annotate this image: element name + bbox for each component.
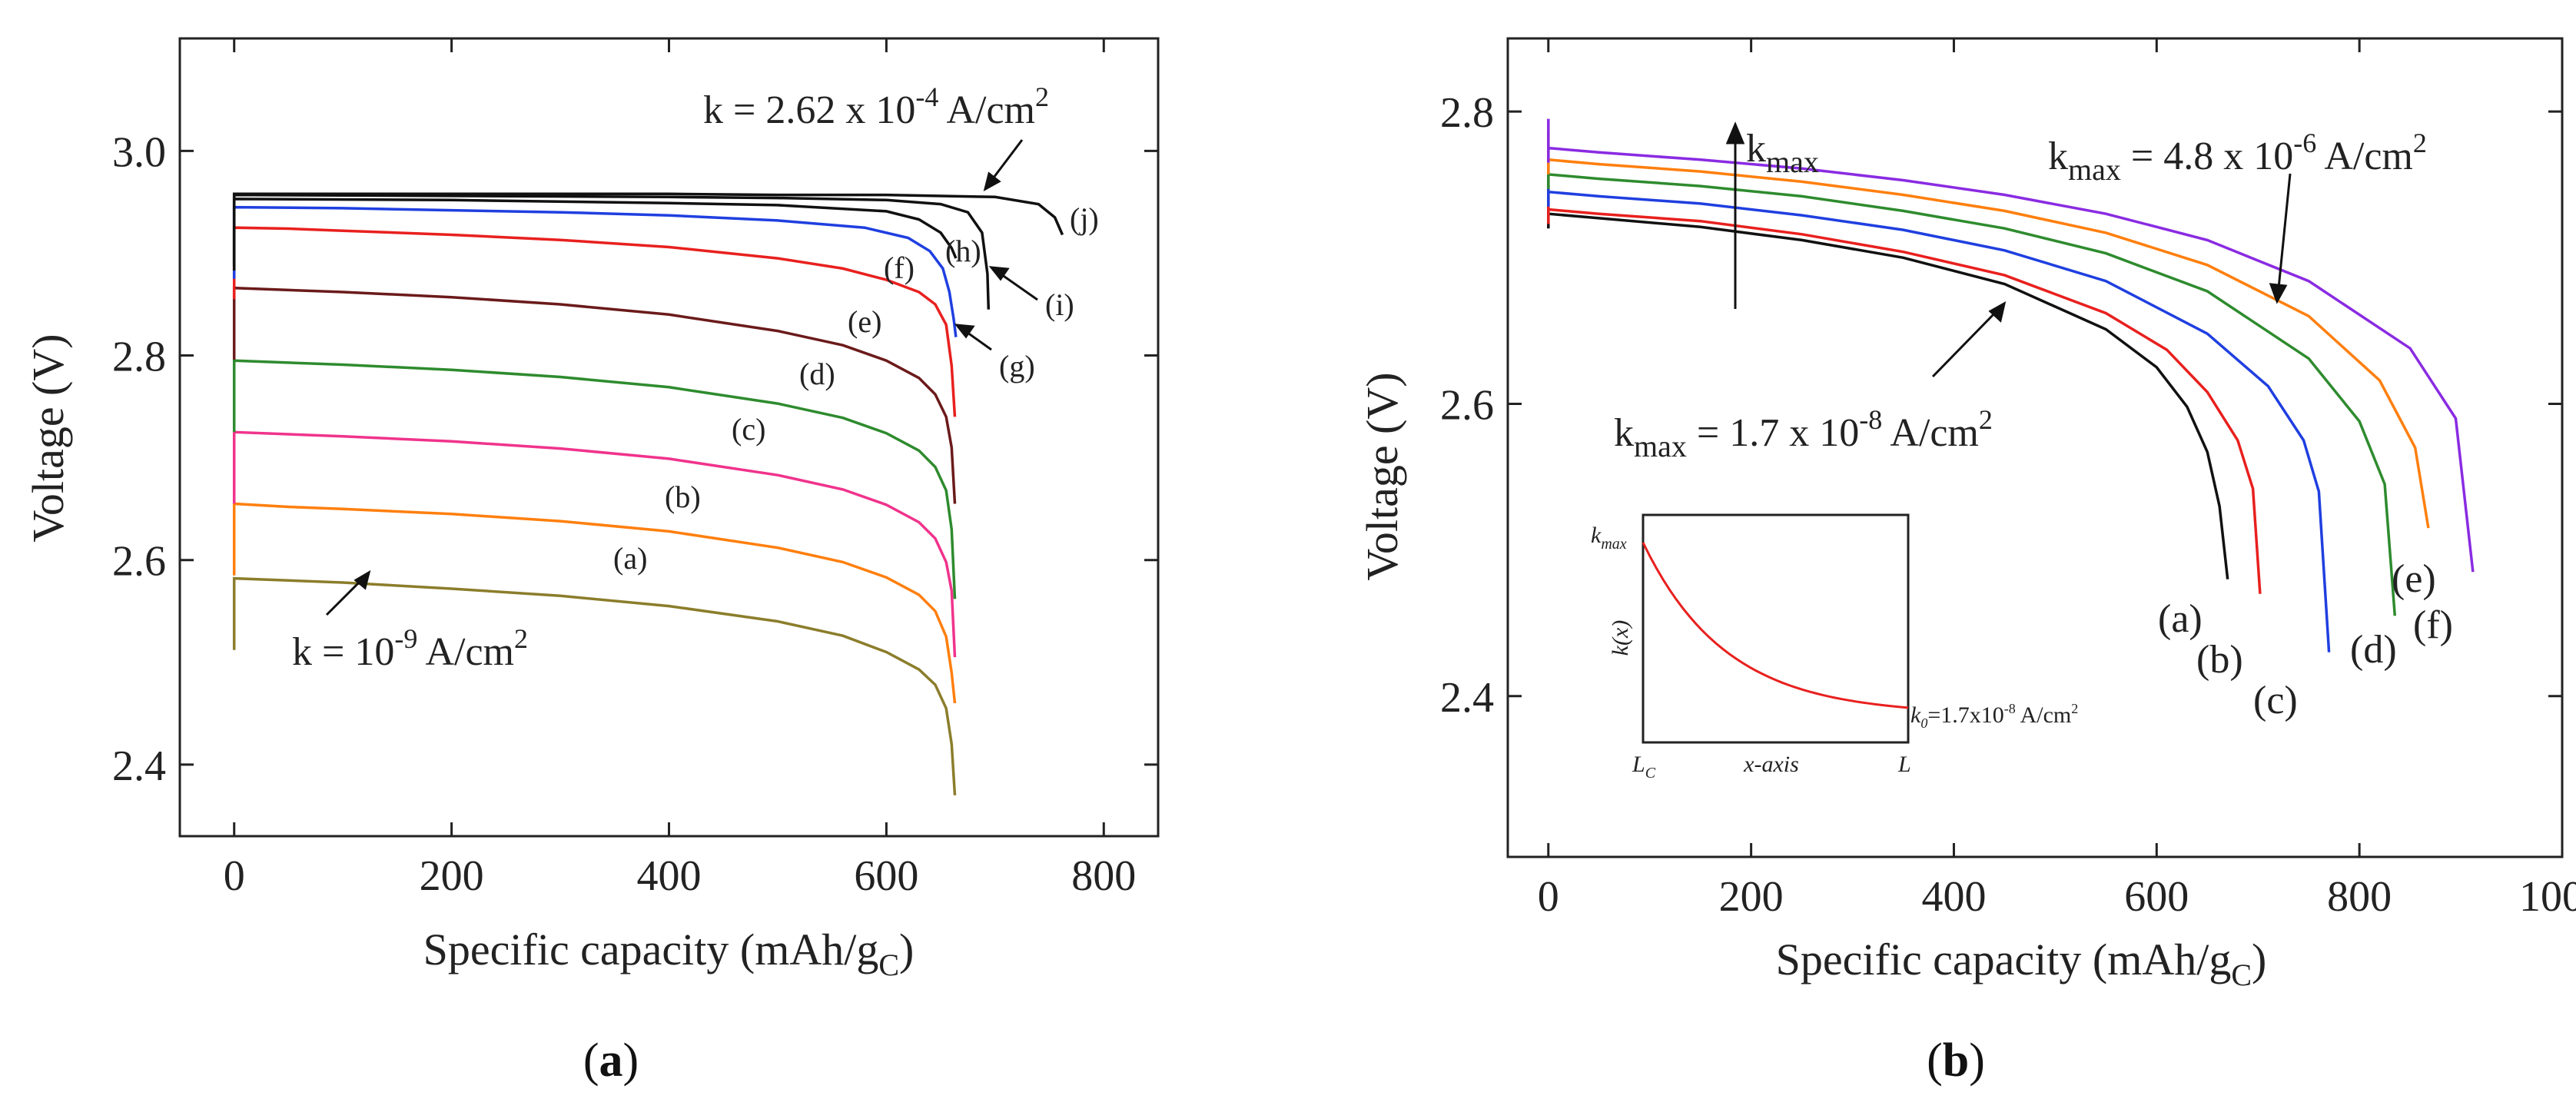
panel-b-ticks: 0 200 400 600 800 1000 2.4 2.6 2.8 bbox=[1440, 38, 2576, 921]
panel-a-xtick-label: 800 bbox=[1071, 852, 1136, 900]
panel-b-label-f: (f) bbox=[2413, 603, 2453, 647]
panel-a-label-e: (e) bbox=[848, 304, 881, 339]
panel-a-ytick-label: 2.8 bbox=[112, 334, 166, 381]
panel-a-frame bbox=[178, 37, 1160, 838]
panel-b-kmax-label: kmax bbox=[1746, 127, 1819, 179]
panel-b-label-e: (e) bbox=[2392, 557, 2436, 601]
panel-b-label-a: (a) bbox=[2158, 597, 2203, 641]
panel-b-ylabel: Voltage (V) bbox=[1357, 372, 1407, 580]
panel-a-series bbox=[232, 192, 1064, 795]
panel-b-ytick-label: 2.8 bbox=[1440, 89, 1494, 137]
panel-a-xtick-label: 400 bbox=[637, 852, 702, 900]
panel-a-series-line bbox=[232, 205, 958, 337]
panel-b-inset: k(x) kmax LC x-axis L k0=1.7x10-8 A/cm2 bbox=[1591, 513, 2078, 782]
panel-a-ticks: 0 200 400 600 800 2.4 2.6 2.8 3.0 bbox=[112, 38, 1158, 900]
panel-b-label-d: (d) bbox=[2350, 628, 2397, 672]
panel-b-xtick-label: 200 bbox=[1719, 873, 1784, 921]
panel-a-ylabel: Voltage (V) bbox=[23, 334, 73, 542]
panel-a-series-line bbox=[232, 430, 957, 658]
panel-a-series-line bbox=[232, 193, 991, 310]
panel-b-series-line bbox=[1547, 180, 2262, 594]
inset-k0-label: k0=1.7x10-8 A/cm2 bbox=[1910, 701, 2078, 731]
panel-b-frame bbox=[1506, 37, 2564, 858]
panel-a-ytick-label: 2.4 bbox=[112, 742, 166, 790]
panel-a-xtick-label: 200 bbox=[420, 852, 484, 900]
panel-b-xtick-label: 600 bbox=[2124, 873, 2189, 921]
panel-a-xlabel: Specific capacity (mAh/gC) bbox=[423, 925, 915, 982]
inset-frame bbox=[1642, 513, 1910, 744]
panel-a-label-j: (j) bbox=[1070, 201, 1099, 236]
panel-a-series-line bbox=[232, 226, 957, 417]
panel-a-annotation-top: k = 2.62 x 10-4 A/cm2 bbox=[703, 81, 1049, 132]
inset-curve bbox=[1642, 542, 1909, 709]
panel-b-series bbox=[1547, 118, 2475, 652]
panel-a-ytick-label: 3.0 bbox=[112, 128, 166, 176]
panel-a-label-b: (b) bbox=[665, 480, 701, 514]
panel-b-xtick-label: 800 bbox=[2327, 873, 2392, 921]
panel-a-series-line bbox=[232, 198, 958, 271]
panel-a-label-d: (d) bbox=[799, 357, 835, 391]
panel-a-label-a: (a) bbox=[613, 541, 647, 576]
panel-a-label-h: (h) bbox=[945, 234, 981, 268]
panel-b-label-c: (c) bbox=[2253, 679, 2298, 722]
panel-b-arrows bbox=[1725, 121, 2292, 378]
panel-b-xtick-label: 400 bbox=[1921, 873, 1986, 921]
panel-a-series-line bbox=[232, 192, 1064, 266]
panel-b: 0 200 400 600 800 1000 2.4 2.6 2.8 Voltage (V) S… bbox=[1357, 37, 2576, 1087]
inset-ylabel: k(x) bbox=[1608, 620, 1633, 656]
inset-xmid-label: x-axis bbox=[1743, 752, 1799, 777]
panel-b-series-line bbox=[1547, 130, 2430, 529]
panel-a-annotation-bottom: k = 10-9 A/cm2 bbox=[292, 623, 528, 674]
panel-b-ytick-label: 2.4 bbox=[1440, 674, 1494, 722]
panel-a-caption: (a) bbox=[583, 1034, 639, 1087]
panel-b-xtick-label: 0 bbox=[1538, 873, 1559, 921]
panel-b-annotation-bottom: kmax = 1.7 x 10-8 A/cm2 bbox=[1614, 404, 1993, 463]
panel-b-series-line bbox=[1547, 144, 2397, 616]
inset-kmax-label: kmax bbox=[1591, 523, 1627, 553]
panel-a-series-line bbox=[232, 502, 957, 704]
panel-b-series-line bbox=[1547, 184, 2229, 579]
panel-b-series-line bbox=[1547, 162, 2331, 652]
panel-a-series-line bbox=[232, 359, 957, 599]
panel-a-xtick-label: 600 bbox=[854, 852, 918, 900]
panel-b-xlabel: Specific capacity (mAh/gC) bbox=[1776, 935, 2267, 992]
panel-a-ytick-label: 2.6 bbox=[112, 538, 166, 586]
panel-a-label-f: (f) bbox=[884, 251, 915, 285]
panel-a: 0 200 400 600 800 2.4 2.6 2.8 3.0 Voltage (V) Sp… bbox=[23, 37, 1160, 1087]
panel-b-xtick-label: 1000 bbox=[2519, 873, 2576, 921]
panel-a-label-i: (i) bbox=[1045, 287, 1074, 322]
panel-b-annotation-top: kmax = 4.8 x 10-6 A/cm2 bbox=[2048, 128, 2427, 187]
panel-a-label-c: (c) bbox=[732, 412, 765, 447]
panel-b-series-line bbox=[1547, 118, 2475, 573]
inset-xright-label: L bbox=[1897, 752, 1911, 777]
inset-xleft-label: LC bbox=[1632, 752, 1656, 782]
panel-b-caption: (b) bbox=[1927, 1034, 1985, 1087]
panel-a-series-line bbox=[232, 576, 957, 795]
panel-b-label-b: (b) bbox=[2196, 638, 2243, 682]
panel-a-arrows bbox=[325, 139, 1038, 616]
panel-a-label-g: (g) bbox=[999, 349, 1035, 383]
panel-b-ytick-label: 2.6 bbox=[1440, 381, 1494, 429]
panel-a-xtick-label: 0 bbox=[224, 852, 245, 900]
panel-a-series-line bbox=[232, 286, 957, 504]
